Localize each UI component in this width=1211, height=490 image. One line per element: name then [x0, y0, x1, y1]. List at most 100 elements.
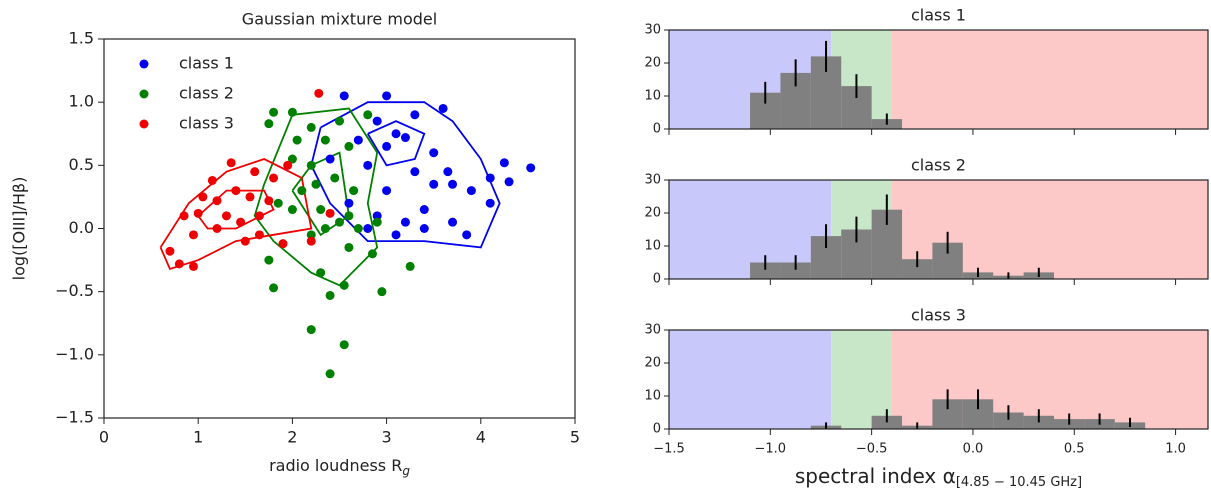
scatter-point: [306, 122, 316, 132]
scatter-point: [316, 268, 326, 278]
histogram-bar: [780, 262, 811, 279]
y-tick-label: −1.0: [55, 344, 94, 363]
y-tick-label: 10: [644, 389, 661, 404]
scatter-point: [485, 198, 495, 208]
density-contour: [253, 107, 379, 287]
y-tick-label: 30: [644, 23, 661, 38]
x-axis-label-sub: [4.85 − 10.45 GHz]: [956, 475, 1082, 490]
y-tick-label: 1.5: [69, 29, 94, 48]
scatter-point: [316, 205, 326, 215]
scatter-point: [353, 224, 363, 233]
scatter-point: [320, 224, 330, 233]
panel-title: class 3: [911, 306, 966, 325]
scatter-point: [344, 198, 354, 208]
scatter-point: [372, 217, 382, 227]
scatter-point: [353, 135, 363, 145]
y-tick-label: 0: [653, 272, 661, 287]
legend-label: class 1: [179, 54, 234, 73]
panel-title: class 2: [911, 156, 966, 175]
scatter-point: [320, 135, 330, 145]
scatter-point: [212, 224, 222, 233]
legend-marker: [139, 119, 149, 129]
scatter-point: [339, 91, 349, 101]
histogram-bar: [750, 262, 781, 279]
axes-frame: [668, 329, 1209, 430]
scatter-point: [448, 217, 458, 227]
scatter-point: [372, 116, 382, 126]
scatter-point: [314, 88, 324, 98]
histogram-bar: [993, 412, 1024, 429]
y-tick-label: 20: [644, 206, 661, 221]
y-tick-label: 10: [644, 239, 661, 254]
scatter-point: [466, 186, 476, 196]
scatter-point: [325, 154, 335, 164]
y-tick-label: 0: [653, 422, 661, 437]
scatter-point: [325, 290, 335, 300]
legend-marker: [139, 89, 149, 99]
scatter-point: [179, 211, 189, 221]
scatter-point: [264, 119, 274, 129]
scatter-point: [526, 163, 536, 173]
scatter-point: [429, 179, 439, 189]
scatter-point: [367, 249, 377, 259]
x-axis-label: radio loudness Rg: [269, 456, 410, 478]
scatter-point: [382, 141, 392, 151]
scatter-point: [363, 224, 373, 233]
scatter-point: [410, 110, 420, 120]
x-tick-label: 0.0: [963, 442, 984, 457]
scatter-point: [254, 230, 264, 240]
scatter-point: [287, 107, 297, 117]
x-tick-label: −1.0: [755, 442, 787, 457]
y-tick-label: 1.0: [69, 92, 94, 111]
scatter-point: [198, 192, 208, 202]
y-tick-label: −1.5: [55, 408, 94, 427]
scatter-point: [306, 160, 316, 170]
legend-label: class 2: [179, 84, 234, 103]
scatter-point: [269, 283, 279, 293]
scatter-point: [231, 186, 241, 196]
scatter-point: [344, 141, 354, 151]
scatter-point: [306, 325, 316, 335]
y-tick-label: 10: [644, 89, 661, 104]
scatter-point: [193, 208, 203, 218]
x-tick-label: 2: [287, 428, 297, 447]
scatter-point: [363, 160, 373, 170]
scatter-point: [344, 242, 354, 252]
x-axis-label-main: radio loudness R: [269, 456, 402, 475]
scatter-point: [419, 224, 429, 233]
scatter-point: [325, 369, 335, 379]
x-axis-label: spectral index α[4.85 − 10.45 GHz]: [795, 464, 1082, 490]
scatter-point: [349, 186, 359, 196]
scatter-point: [287, 154, 297, 164]
scatter-point: [400, 217, 410, 227]
legend-label: class 3: [179, 114, 234, 133]
class-region: [831, 330, 892, 429]
y-tick-label: 0.5: [69, 155, 94, 174]
scatter-point: [292, 135, 302, 145]
scatter-point: [400, 133, 410, 143]
scatter-point: [325, 208, 335, 218]
scatter-point: [245, 192, 255, 202]
axes-frame: [103, 38, 576, 419]
scatter-point: [207, 175, 217, 185]
scatter-point: [226, 158, 236, 168]
legend-marker: [139, 59, 149, 69]
x-tick-label: 1: [193, 428, 203, 447]
x-tick-label: 5: [570, 428, 580, 447]
scatter-point: [462, 230, 472, 240]
x-tick-label: 4: [476, 428, 486, 447]
scatter-point: [306, 236, 316, 246]
scatter-point: [278, 239, 288, 249]
scatter-point: [269, 107, 279, 117]
scatter-point: [335, 116, 344, 126]
class-region: [891, 30, 1208, 129]
scatter-point: [264, 196, 274, 206]
scatter-point: [335, 217, 344, 227]
scatter-point: [429, 148, 439, 158]
scatter-point: [165, 246, 175, 256]
scatter-point: [377, 287, 387, 297]
scatter-point: [240, 236, 250, 246]
y-tick-label: 0.0: [69, 218, 94, 237]
y-tick-label: 30: [644, 173, 661, 188]
